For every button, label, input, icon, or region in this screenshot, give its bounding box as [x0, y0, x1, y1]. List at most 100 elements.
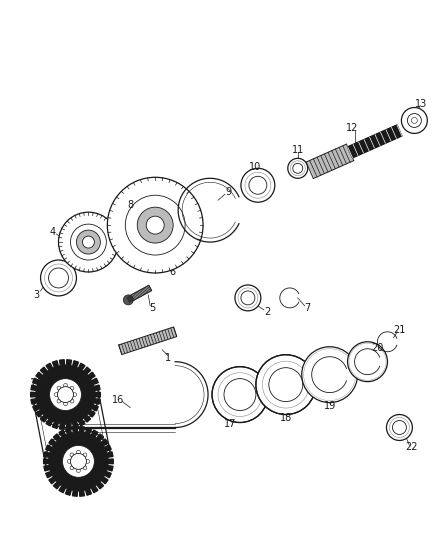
Circle shape	[57, 399, 61, 403]
Text: 13: 13	[415, 99, 427, 109]
Text: 4: 4	[49, 227, 56, 237]
Polygon shape	[88, 410, 95, 417]
Polygon shape	[97, 434, 103, 441]
Text: 7: 7	[304, 303, 311, 313]
Polygon shape	[79, 419, 85, 426]
Polygon shape	[40, 415, 47, 422]
Polygon shape	[94, 385, 100, 390]
Circle shape	[70, 453, 74, 457]
Circle shape	[235, 285, 261, 311]
Circle shape	[241, 291, 255, 305]
Circle shape	[77, 469, 80, 472]
Circle shape	[249, 176, 267, 194]
Polygon shape	[40, 367, 47, 374]
Polygon shape	[72, 491, 78, 496]
Circle shape	[86, 459, 89, 463]
Polygon shape	[107, 466, 113, 471]
Polygon shape	[94, 399, 100, 404]
Circle shape	[386, 415, 413, 440]
Circle shape	[411, 117, 417, 124]
Polygon shape	[59, 430, 65, 437]
Circle shape	[49, 268, 68, 288]
Polygon shape	[60, 360, 64, 365]
Circle shape	[77, 230, 100, 254]
Polygon shape	[36, 410, 42, 417]
Circle shape	[57, 386, 74, 402]
Polygon shape	[73, 422, 78, 429]
Polygon shape	[46, 472, 52, 478]
Polygon shape	[67, 424, 71, 430]
Polygon shape	[306, 144, 354, 179]
Circle shape	[63, 446, 95, 478]
Text: 21: 21	[393, 325, 406, 335]
Circle shape	[77, 450, 80, 454]
Circle shape	[54, 393, 58, 397]
Circle shape	[70, 386, 74, 390]
Circle shape	[64, 402, 67, 406]
Polygon shape	[72, 426, 78, 432]
Polygon shape	[127, 285, 152, 303]
Text: 6: 6	[169, 267, 175, 277]
Polygon shape	[59, 486, 65, 492]
Circle shape	[82, 236, 95, 248]
Text: 5: 5	[149, 303, 155, 313]
Polygon shape	[101, 439, 108, 446]
Polygon shape	[31, 399, 37, 404]
Polygon shape	[92, 430, 98, 437]
Circle shape	[67, 459, 71, 463]
Circle shape	[146, 216, 164, 234]
Polygon shape	[31, 392, 35, 397]
Circle shape	[224, 378, 256, 410]
Polygon shape	[84, 415, 91, 422]
Text: 2: 2	[265, 307, 271, 317]
Polygon shape	[80, 491, 85, 496]
Text: 20: 20	[371, 343, 384, 353]
Polygon shape	[60, 424, 64, 430]
Polygon shape	[86, 427, 92, 434]
Polygon shape	[73, 361, 78, 367]
Polygon shape	[84, 367, 91, 374]
Polygon shape	[44, 452, 49, 457]
Circle shape	[170, 253, 180, 263]
Circle shape	[49, 378, 81, 410]
Polygon shape	[46, 419, 52, 426]
Circle shape	[288, 158, 308, 178]
Circle shape	[107, 177, 203, 273]
Polygon shape	[44, 459, 49, 464]
Text: 3: 3	[34, 290, 40, 300]
Polygon shape	[36, 372, 42, 379]
Polygon shape	[49, 439, 56, 446]
Polygon shape	[65, 489, 71, 495]
Polygon shape	[46, 364, 52, 370]
Polygon shape	[88, 372, 95, 379]
Circle shape	[64, 383, 67, 387]
Circle shape	[41, 260, 77, 296]
Text: 8: 8	[127, 200, 133, 210]
Polygon shape	[31, 385, 37, 390]
Polygon shape	[53, 482, 60, 489]
Text: 19: 19	[324, 401, 336, 410]
Text: 16: 16	[112, 394, 124, 405]
Circle shape	[73, 393, 77, 397]
Circle shape	[70, 399, 74, 403]
Text: 11: 11	[292, 146, 304, 155]
Polygon shape	[53, 434, 60, 441]
Polygon shape	[80, 426, 85, 432]
Circle shape	[71, 454, 85, 469]
Polygon shape	[95, 392, 100, 397]
Polygon shape	[108, 459, 113, 464]
Polygon shape	[67, 360, 71, 365]
Text: 14: 14	[29, 378, 42, 387]
Circle shape	[348, 342, 388, 382]
Circle shape	[57, 386, 61, 390]
Circle shape	[293, 163, 303, 173]
Circle shape	[83, 466, 87, 470]
Circle shape	[70, 466, 74, 470]
Polygon shape	[86, 489, 92, 495]
Text: 10: 10	[249, 163, 261, 172]
Polygon shape	[119, 327, 177, 354]
Circle shape	[166, 249, 184, 267]
Polygon shape	[44, 466, 49, 471]
Circle shape	[125, 195, 185, 255]
Polygon shape	[101, 477, 108, 484]
